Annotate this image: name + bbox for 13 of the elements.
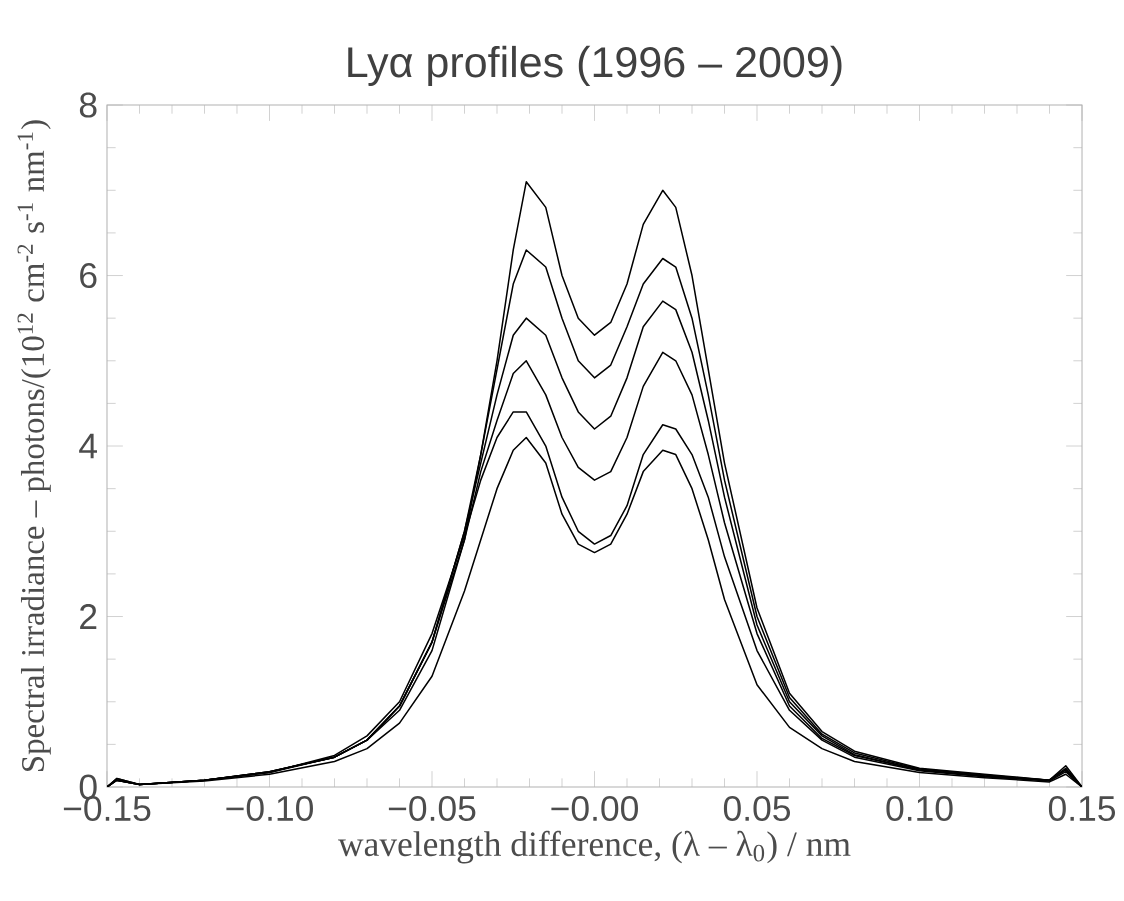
x-tick-label: 0.15 (1048, 795, 1116, 822)
x-tick-label: 0.05 (723, 795, 791, 822)
x-tick-label: −0.10 (226, 795, 313, 822)
x-tick-label: −0.00 (551, 795, 638, 822)
y-tick-label: 4 (79, 433, 97, 459)
x-tick-label: 0.10 (886, 795, 953, 822)
y-tick-label: 8 (79, 92, 97, 118)
text: Spectral irradiance – photons/(10$^{12}$ cm$^{-2}$ s$^{-1}$ nm$^{-1}$) (17, 120, 51, 772)
y-tick-label: 2 (80, 604, 97, 629)
x-tick-label: −0.05 (388, 795, 476, 822)
chart-title: Lyα profiles (1996 – 2009) (348, 45, 842, 86)
y-tick-label: 6 (80, 262, 97, 289)
x-axis-title: wavelength difference, (λ – λ$_{0}$) / nm (338, 830, 851, 864)
